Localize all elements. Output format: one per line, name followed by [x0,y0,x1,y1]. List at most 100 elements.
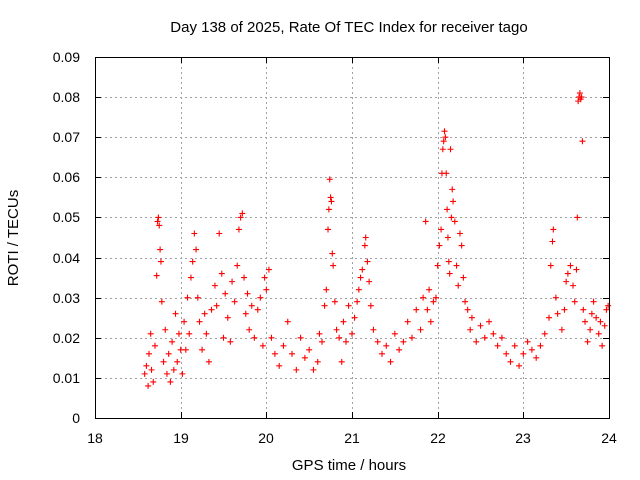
x-tick-label: 23 [515,430,531,446]
data-point [259,342,266,349]
data-point [248,302,255,309]
data-point [145,350,152,357]
data-point [343,338,350,345]
data-point [213,302,220,309]
data-point [293,366,300,373]
data-point [218,270,225,277]
data-point [587,326,594,333]
data-point [187,274,194,281]
data-point [177,346,184,353]
data-point [284,318,291,325]
data-point [561,306,568,313]
data-point [268,334,275,341]
data-point [427,318,434,325]
data-point [449,186,456,193]
data-point [239,210,246,217]
data-point [186,330,193,337]
data-point [571,298,578,305]
data-point [165,350,172,357]
data-point [170,366,177,373]
data-point [554,310,561,317]
data-point [316,330,323,337]
data-point [220,334,227,341]
data-point [338,358,345,365]
data-point [441,128,448,135]
data-point [205,358,212,365]
data-point [331,298,338,305]
data-point [462,298,469,305]
y-tick-labels: 0 0.01 0.02 0.03 0.04 0.05 0.06 0.07 0.08 0.09 [53,49,80,426]
data-point [458,242,465,249]
y-tick-label: 0.06 [53,169,80,185]
data-point [444,206,451,213]
data-point [599,342,606,349]
data-point [196,318,203,325]
data-point [154,218,161,225]
data-point [590,298,597,305]
data-point [550,226,557,233]
data-point [426,286,433,293]
data-point [251,334,258,341]
data-point [528,346,535,353]
data-point [151,342,158,349]
data-point [486,318,493,325]
data-point [241,274,248,281]
data-point [444,234,451,241]
data-point [400,338,407,345]
y-tick-label: 0.01 [53,370,80,386]
data-point [231,298,238,305]
data-point [325,226,332,233]
data-point [310,366,317,373]
data-point [563,278,570,285]
data-point [387,358,394,365]
data-point [155,214,162,221]
data-point [574,214,581,221]
data-point [436,242,443,249]
data-point [321,302,328,309]
data-point [579,138,586,145]
data-point [157,258,164,265]
data-point [323,286,330,293]
data-point [374,338,381,345]
data-point [244,290,251,297]
gridlines [95,57,609,418]
data-point [511,342,518,349]
data-point [541,330,548,337]
data-point [367,302,374,309]
data-point [153,272,160,279]
x-tick-labels: 18 19 20 21 22 23 24 [87,430,617,446]
data-point [520,350,527,357]
data-point [158,298,165,305]
data-point [235,226,242,233]
data-point [422,218,429,225]
data-point [254,306,261,313]
data-point [184,294,191,301]
data-point [546,314,553,321]
data-point [440,138,447,145]
data-point [597,318,604,325]
data-point [447,146,454,153]
data-point [593,314,600,321]
data-point [289,350,296,357]
data-point [224,314,231,321]
data-point [340,318,347,325]
data-point [564,270,571,277]
data-point [396,346,403,353]
data-point [446,270,453,277]
data-point [237,214,244,221]
data-point [378,350,385,357]
data-point [443,170,450,177]
data-point [167,378,174,385]
data-point [141,370,148,377]
data-point [438,226,445,233]
data-point [468,314,475,321]
y-tick-label: 0.07 [53,129,80,145]
data-point [306,346,313,353]
data-point [413,306,420,313]
data-point [354,298,361,305]
data-point [370,326,377,333]
data-point [143,362,150,369]
data-point [477,322,484,329]
data-point [181,318,188,325]
axis-ticks [95,57,610,419]
